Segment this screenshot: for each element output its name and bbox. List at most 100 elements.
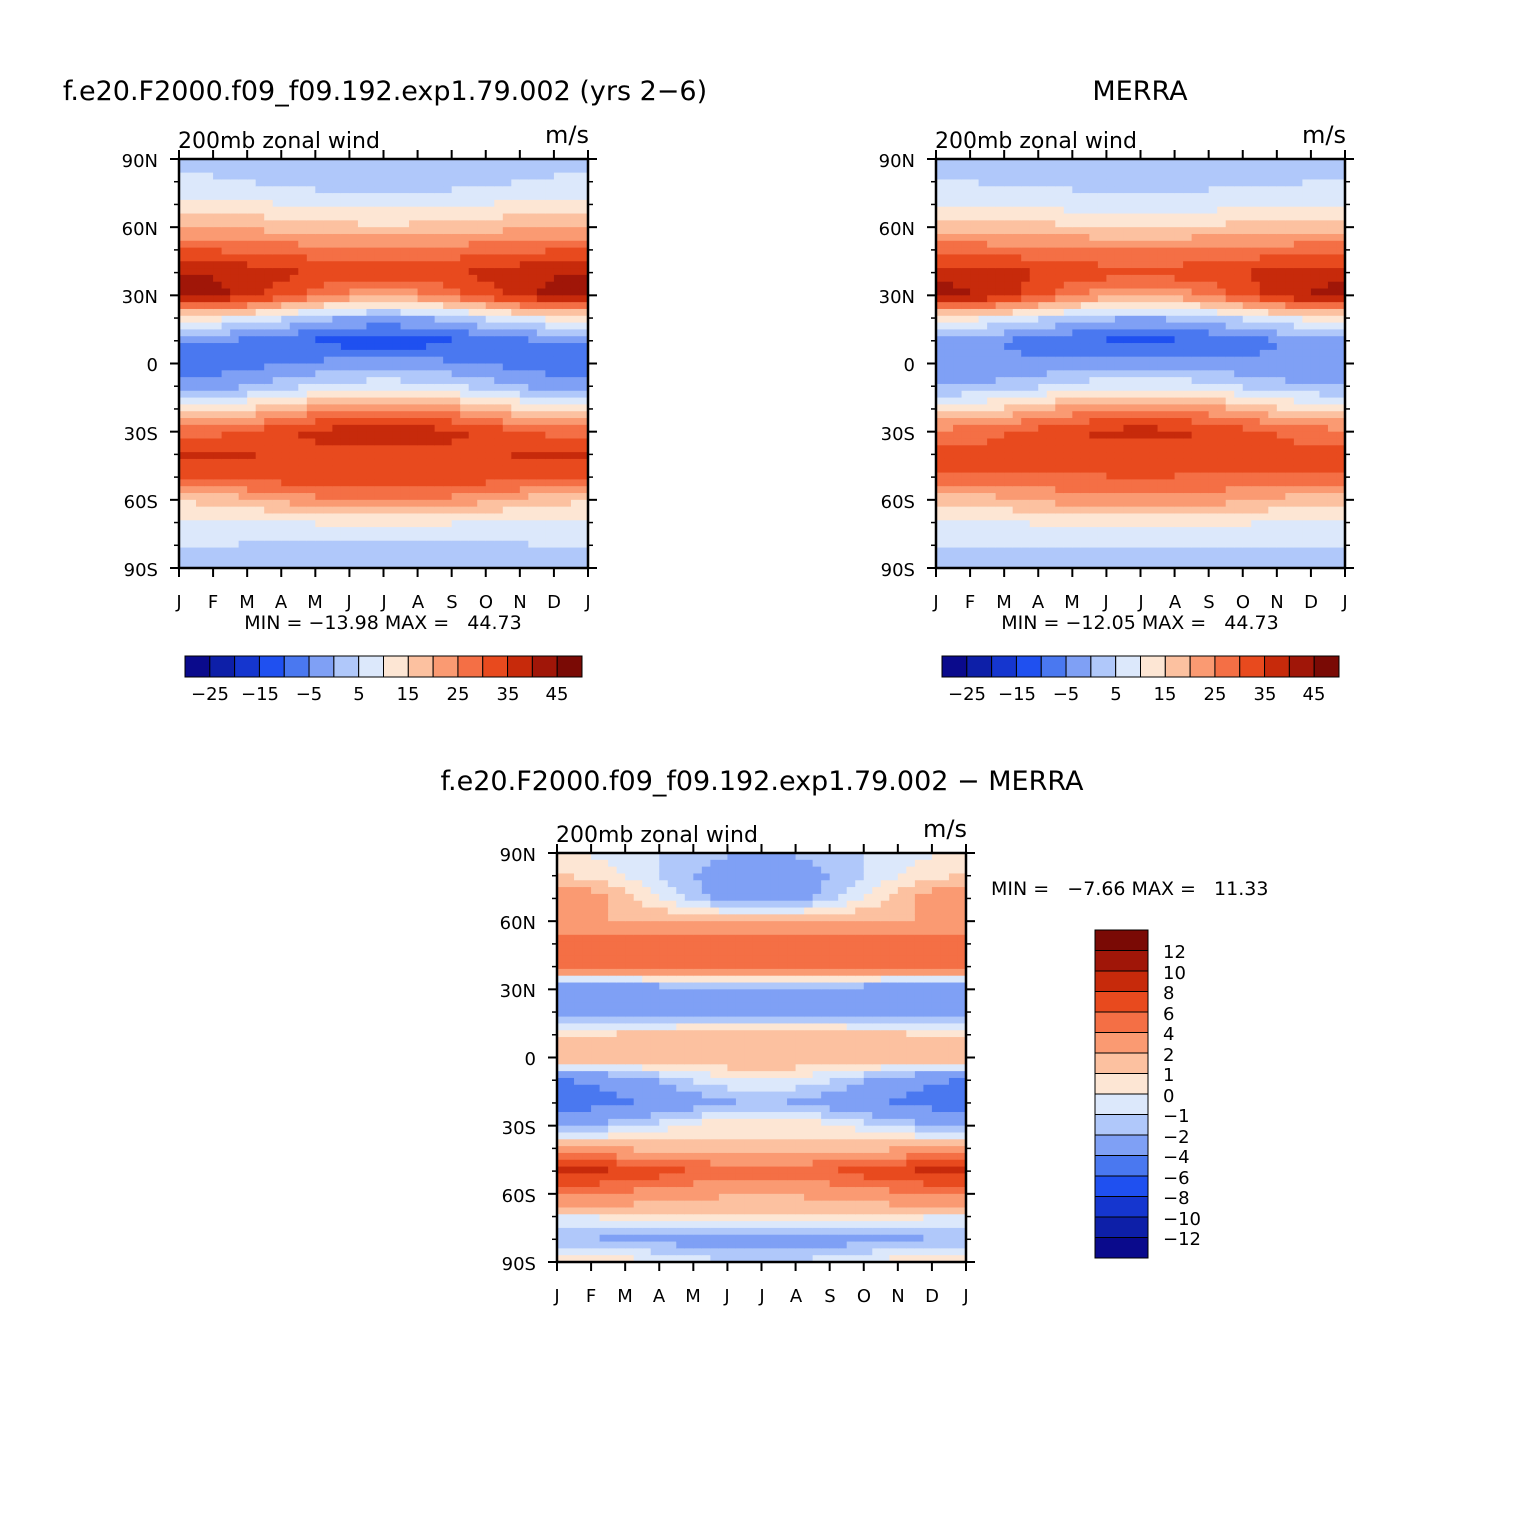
contour-cell (221, 186, 231, 194)
contour-cell (953, 418, 963, 426)
contour-cell (255, 370, 265, 378)
contour-cell (255, 493, 265, 501)
contour-cell (434, 527, 444, 535)
contour-cell (289, 308, 299, 317)
contour-cell (221, 233, 231, 242)
contour-cell (323, 527, 333, 535)
contour-cell (1131, 472, 1142, 480)
contour-cell (1038, 288, 1048, 296)
contour-cell (374, 397, 385, 405)
contour-cell (944, 486, 954, 494)
contour-cell (1166, 165, 1176, 174)
contour-cell (1191, 233, 1201, 242)
contour-cell (357, 213, 368, 221)
contour-cell (1072, 452, 1082, 460)
contour-cell (494, 343, 504, 351)
contour-cell (1131, 540, 1142, 549)
contour-cell (221, 397, 231, 405)
contour-cell (374, 186, 385, 194)
contour-cell (1140, 165, 1150, 174)
contour-cell (936, 404, 946, 412)
contour-cell (502, 206, 512, 215)
contour-cell (255, 431, 265, 440)
contour-cell (536, 186, 546, 194)
contour-cell (536, 383, 546, 392)
contour-cell (1063, 404, 1073, 412)
contour-cell (536, 431, 546, 440)
contour-cell (1080, 561, 1090, 569)
contour-cell (944, 404, 954, 412)
contour-cell (247, 513, 257, 521)
contour-cell (570, 254, 581, 262)
contour-cell (502, 322, 512, 331)
contour-cell (961, 472, 971, 480)
contour-cell (570, 486, 581, 494)
contour-cell (468, 247, 478, 256)
contour-cell (332, 540, 342, 549)
contour-cell (1191, 315, 1201, 324)
contour-cell (221, 179, 231, 187)
contour-cell (468, 254, 478, 262)
contour-cell (255, 186, 265, 194)
contour-cell (1191, 452, 1201, 460)
colorbar-label: 15 (397, 684, 420, 705)
contour-cell (340, 186, 351, 194)
contour-cell (306, 247, 316, 256)
contour-cell (1157, 479, 1167, 487)
contour-cell (179, 295, 189, 303)
contour-cell (1012, 472, 1022, 480)
contour-cell (1097, 520, 1108, 528)
contour-cell (468, 356, 478, 365)
contour-cell (1166, 199, 1176, 208)
contour-cell (443, 336, 453, 344)
contour-cell (485, 486, 495, 494)
contour-cell (238, 281, 248, 290)
contour-cell (995, 506, 1005, 515)
contour-cell (196, 227, 206, 235)
contour-cell (298, 370, 308, 378)
contour-cell (1038, 165, 1048, 174)
contour-cell (272, 233, 282, 242)
contour-cell (264, 308, 274, 317)
contour-cell (502, 397, 512, 405)
contour-cell (230, 472, 240, 480)
contour-cell (1089, 520, 1099, 528)
contour-cell (1174, 220, 1184, 228)
contour-cell (1046, 227, 1056, 235)
contour-cell (1080, 261, 1090, 269)
contour-cell (545, 172, 555, 181)
contour-cell (349, 390, 359, 399)
contour-cell (485, 179, 495, 187)
contour-cell (536, 254, 546, 262)
contour-cell (1106, 479, 1116, 487)
contour-cell (1140, 486, 1150, 494)
contour-cell (502, 172, 512, 181)
contour-cell (357, 179, 368, 187)
contour-cell (392, 431, 402, 440)
contour-cell (1038, 472, 1048, 480)
contour-cell (179, 193, 189, 201)
contour-cell (281, 308, 291, 317)
contour-cell (230, 213, 240, 221)
contour-cell (1106, 554, 1116, 562)
contour-cell (570, 411, 581, 419)
contour-cell (238, 479, 248, 487)
contour-cell (1114, 288, 1125, 296)
contour-cell (451, 479, 461, 487)
contour-cell (477, 274, 487, 283)
contour-cell (553, 302, 564, 310)
contour-cell (519, 159, 529, 167)
contour-cell (1149, 268, 1159, 276)
contour-cell (187, 268, 197, 276)
contour-cell (1004, 520, 1014, 528)
contour-cell (426, 424, 436, 433)
contour-cell (553, 404, 564, 412)
contour-cell (1072, 220, 1082, 228)
contour-cell (1063, 315, 1073, 324)
contour-cell (1089, 329, 1099, 337)
contour-cell (247, 452, 257, 460)
contour-cell (1055, 520, 1065, 528)
contour-cell (1072, 458, 1082, 467)
contour-cell (196, 458, 206, 467)
contour-cell (306, 349, 316, 358)
